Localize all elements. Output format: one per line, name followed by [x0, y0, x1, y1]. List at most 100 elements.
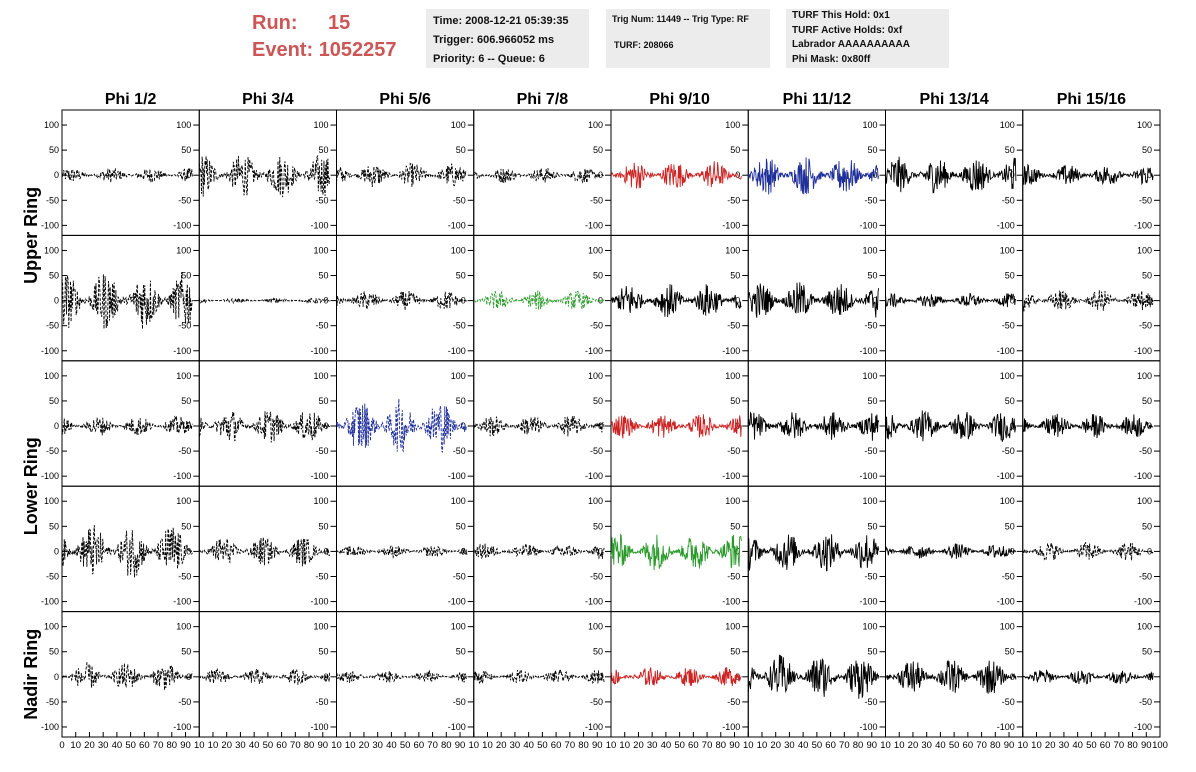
y-tick-label: 0 [872, 672, 877, 682]
x-tick-label: 20 [496, 740, 507, 751]
y-tick-label: 50 [593, 647, 603, 657]
waveform-r1-c8 [1022, 163, 1154, 186]
trig-num-text: Trig Num: 11449 -- Trig Type: RF [612, 14, 749, 24]
y-tick-label: -100 [448, 471, 466, 481]
x-tick-label: 60 [963, 740, 974, 751]
y-tick-label: -50 [453, 195, 466, 205]
y-tick-label: 50 [593, 271, 603, 281]
y-tick-label: 0 [186, 296, 191, 306]
run-row: Run: 15 [252, 10, 397, 37]
y-tick-label: -100 [859, 346, 877, 356]
y-tick-label: 100 [1137, 371, 1152, 381]
waveform-r4-c2 [199, 537, 331, 567]
y-tick-label: 0 [872, 296, 877, 306]
x-tick-label: 10 [894, 740, 905, 751]
turf-hold-text: TURF This Hold: 0x1 [792, 10, 890, 21]
y-tick-label: -100 [997, 346, 1015, 356]
x-tick-label: 50 [949, 740, 960, 751]
waveform-r2-c4 [473, 290, 605, 310]
labrador-text: Labrador AAAAAAAAAA [792, 39, 910, 50]
y-tick-label: -50 [453, 697, 466, 707]
y-tick-label: -100 [997, 722, 1015, 732]
y-tick-label: -100 [585, 346, 603, 356]
y-tick-label: 0 [598, 170, 603, 180]
y-tick-label: 50 [456, 521, 466, 531]
y-tick-label: 100 [725, 622, 740, 632]
waveform-r3-c5 [610, 414, 742, 439]
y-tick-label-left: -50 [46, 571, 59, 581]
y-tick-label: -100 [585, 597, 603, 607]
y-tick-label-left: 50 [49, 647, 59, 657]
y-tick-label: 50 [181, 271, 191, 281]
x-tick-label: 90 [729, 740, 740, 751]
y-tick-label: -50 [178, 321, 191, 331]
time-info-box: Time: 2008-12-21 05:39:35 Trigger: 606.9… [426, 9, 589, 68]
y-tick-label: 50 [593, 521, 603, 531]
y-tick-label: 100 [451, 496, 466, 506]
y-tick-label: 50 [593, 396, 603, 406]
x-tick-label: 10 [468, 740, 479, 751]
y-tick-label: 50 [1005, 145, 1015, 155]
y-tick-label: -50 [1002, 321, 1015, 331]
y-tick-label: 50 [456, 647, 466, 657]
y-tick-label: 100 [725, 245, 740, 255]
x-tick-label: 10 [345, 740, 356, 751]
y-tick-label: 0 [1010, 170, 1015, 180]
x-tick-label: 50 [537, 740, 548, 751]
x-tick-label: 40 [661, 740, 672, 751]
waveform-r5-c2 [199, 667, 331, 685]
y-tick-label: 0 [1010, 296, 1015, 306]
y-tick-label: 50 [1005, 647, 1015, 657]
x-tick-label: 60 [139, 740, 150, 751]
waveform-r4-c1 [61, 525, 193, 578]
y-tick-label: 50 [730, 647, 740, 657]
x-tick-label: 70 [153, 740, 164, 751]
y-tick-label-left: 0 [54, 672, 59, 682]
waveform-r4-c4 [473, 543, 605, 560]
y-tick-label-left: 100 [44, 496, 59, 506]
y-tick-label: 50 [318, 521, 328, 531]
waveform-r4-c5 [610, 533, 742, 571]
y-tick-label-left: 0 [54, 546, 59, 556]
y-tick-label: -50 [1139, 321, 1152, 331]
y-tick-label: 50 [867, 647, 877, 657]
y-tick-label: -100 [310, 220, 328, 230]
y-tick-label: 100 [313, 245, 328, 255]
waveform-r1-c5 [610, 161, 742, 189]
x-tick-label: 10 [1031, 740, 1042, 751]
x-tick-label: 0 [59, 740, 64, 751]
x-tick-label: 30 [647, 740, 658, 751]
y-tick-label-left: 0 [54, 421, 59, 431]
y-tick-label: 100 [1137, 496, 1152, 506]
y-tick-label: 100 [451, 622, 466, 632]
y-tick-label: 0 [1147, 296, 1152, 306]
x-tick-label: 30 [372, 740, 383, 751]
y-tick-label: 50 [456, 271, 466, 281]
y-tick-label: 50 [1005, 271, 1015, 281]
x-tick-label: 10 [606, 740, 617, 751]
y-tick-label: -100 [310, 471, 328, 481]
y-tick-label: 50 [867, 271, 877, 281]
y-tick-label-left: -50 [46, 321, 59, 331]
y-tick-label: -100 [859, 597, 877, 607]
x-tick-label: 60 [551, 740, 562, 751]
y-tick-label: 0 [461, 421, 466, 431]
x-tick-label: 60 [825, 740, 836, 751]
column-header-5: Phi 9/10 [649, 91, 710, 108]
y-tick-label: -50 [727, 697, 740, 707]
y-tick-label: -100 [859, 220, 877, 230]
y-tick-label: 0 [598, 546, 603, 556]
y-tick-label: 50 [1005, 396, 1015, 406]
ring-label-1: Upper Ring [21, 187, 41, 284]
y-tick-label: 50 [456, 145, 466, 155]
x-tick-label: 80 [853, 740, 864, 751]
waveform-r3-c7 [885, 410, 1017, 442]
y-tick-label: 100 [862, 245, 877, 255]
y-tick-label: -50 [864, 195, 877, 205]
y-tick-label: 50 [730, 271, 740, 281]
phi-mask-text: Phi Mask: 0x80ff [792, 53, 871, 65]
x-tick-label: 70 [1114, 740, 1125, 751]
y-tick-label: -100 [997, 597, 1015, 607]
x-tick-label: 60 [688, 740, 699, 751]
